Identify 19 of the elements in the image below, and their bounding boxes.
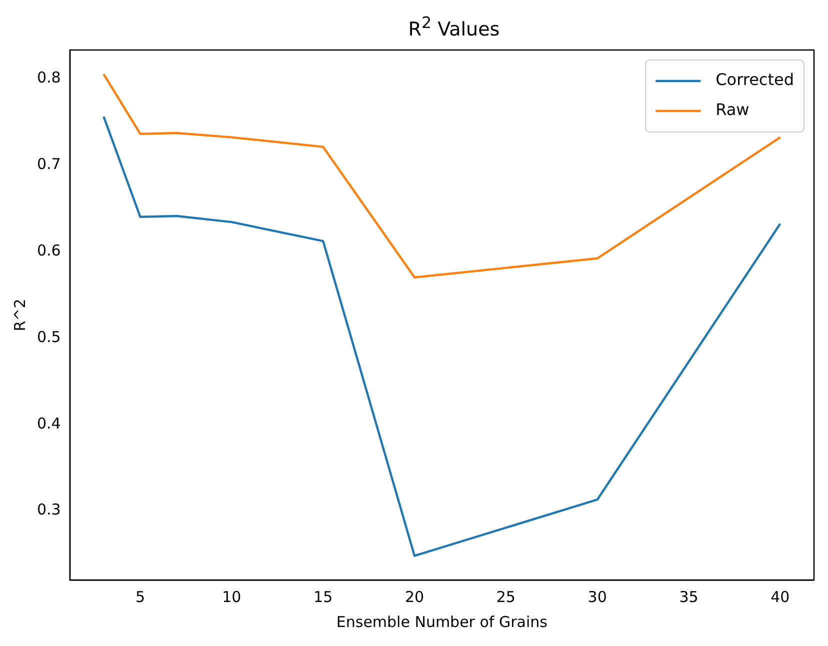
y-tick-label: 0.4 bbox=[36, 414, 61, 432]
y-tick-label: 0.5 bbox=[36, 328, 61, 346]
x-tick-label: 15 bbox=[314, 588, 333, 606]
y-tick-label: 0.7 bbox=[36, 154, 61, 173]
x-tick-label: 10 bbox=[222, 588, 242, 606]
y-tick-label: 0.6 bbox=[36, 241, 61, 260]
x-axis-title: Ensemble Number of Grains bbox=[336, 612, 548, 631]
y-axis-title: R^2 bbox=[10, 298, 29, 332]
x-tick-label: 40 bbox=[770, 588, 790, 606]
x-tick-label: 25 bbox=[496, 588, 516, 606]
y-tick-label: 0.3 bbox=[36, 500, 61, 519]
x-tick-label: 35 bbox=[679, 588, 698, 606]
legend-label: Raw bbox=[716, 100, 750, 120]
chart-title: R$^{2}$ Values bbox=[407, 12, 501, 40]
x-tick-label: 5 bbox=[135, 588, 146, 606]
y-tick-label: 0.8 bbox=[36, 68, 61, 86]
legend-label: Corrected bbox=[716, 70, 794, 90]
x-tick-label: 30 bbox=[588, 588, 607, 606]
x-tick-label: 20 bbox=[404, 588, 424, 606]
